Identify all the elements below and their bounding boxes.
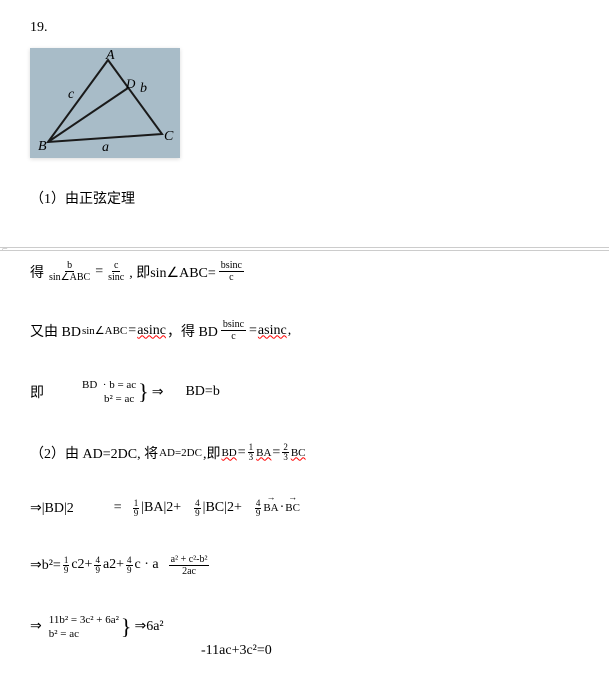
question-number: 19. bbox=[30, 20, 579, 36]
label-D: D bbox=[125, 76, 136, 91]
part2-line3: ⇒b²= 19 c2+ 49 a2+ 49 c · a a² + c²-b²2a… bbox=[30, 554, 579, 577]
part1-intro: （1）由正弦定理 bbox=[30, 188, 579, 208]
page-divider: ⌐ bbox=[0, 244, 609, 254]
label-c: c bbox=[68, 87, 75, 102]
triangle-figure: A B C D c b a bbox=[30, 48, 180, 158]
part1-line3: 即 BD · b = ac b² = ac } ⇒ BD=b bbox=[30, 378, 579, 407]
part1-line1: 得 bsin∠ABC = csinc , 即sin∠ABC= bsincc bbox=[30, 260, 579, 283]
label-A: A bbox=[105, 48, 115, 63]
part2-line2: ⇒|BD|2 = 19 |BA|2+ 49 |BC|2+ 49 BA · BC bbox=[30, 499, 579, 518]
part1-line2: 又由 BD sin∠ABC = asinc ，得 BD bsincc = asi… bbox=[30, 319, 579, 342]
label-C: C bbox=[164, 129, 174, 144]
part2-line4: ⇒ 11b² = 3c² + 6a² b² = ac } ⇒6a² -11ac+… bbox=[30, 613, 579, 660]
label-B: B bbox=[38, 139, 47, 154]
label-b: b bbox=[140, 81, 147, 96]
part2-intro: （2）由 AD=2DC, 将 AD=2DC ,即 BD = 13 BA = 23… bbox=[30, 443, 579, 463]
label-a: a bbox=[102, 140, 109, 155]
